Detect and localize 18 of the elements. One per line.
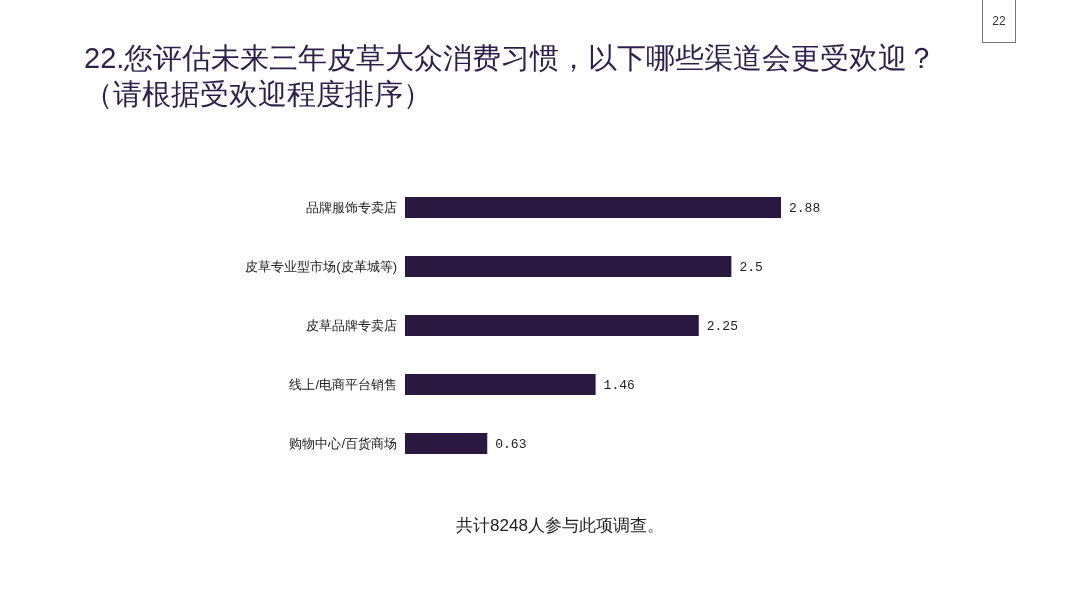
text: 共计8248人参与此项调查。 [455, 515, 665, 537]
text: 22 [982, 0, 1016, 43]
bar [405, 374, 596, 395]
y-tick-label: 皮草专业型市场(皮革城等) [245, 259, 397, 275]
y-tick-label: 皮草品牌专卖店 [306, 318, 397, 334]
data-label: 2.25 [706, 319, 738, 335]
data-label: 0.63 [495, 437, 527, 453]
data-label: 1.46 [603, 378, 635, 394]
bar [405, 197, 781, 218]
bar [405, 433, 488, 454]
bar [405, 315, 699, 336]
data-label: 2.5 [739, 260, 763, 276]
chart-title: 22.您评估未来三年皮草大众消费习惯，以下哪些渠道会更受欢迎？（请根据受欢迎程度排序） [84, 41, 938, 112]
y-tick-label: 线上/电商平台销售 [289, 377, 397, 393]
y-tick-label: 品牌服饰专卖店 [306, 200, 397, 216]
data-label: 2.88 [789, 201, 821, 217]
y-tick-label: 购物中心/百货商场 [289, 436, 397, 452]
bar [405, 256, 732, 277]
